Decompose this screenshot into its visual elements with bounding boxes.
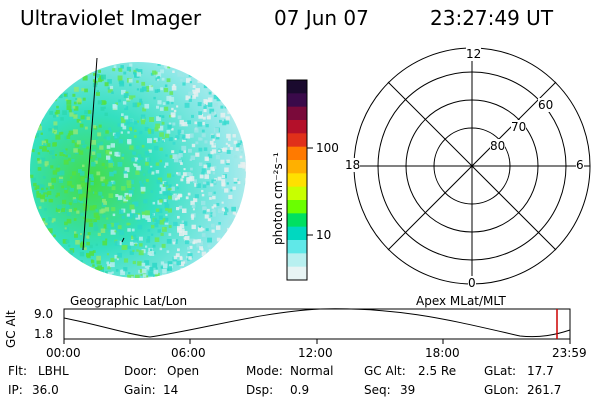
info-glat-label: GLat: bbox=[484, 364, 517, 378]
colorbar-segment bbox=[287, 253, 307, 268]
apex-label: Apex MLat/MLT bbox=[416, 294, 506, 308]
info-dsp-label: Dsp: bbox=[246, 383, 274, 397]
mlt-label-0: 0 bbox=[468, 276, 476, 290]
y-tick-label-9: 9.0 bbox=[34, 307, 54, 321]
info-mode-label: Mode: bbox=[246, 364, 283, 378]
mlt-label-6: 6 bbox=[576, 158, 584, 172]
colorbar-segment bbox=[287, 120, 307, 134]
instrument-title: Ultraviolet Imager bbox=[20, 6, 202, 30]
colorbar-segment bbox=[287, 213, 307, 228]
colorbar-segment bbox=[287, 93, 307, 108]
colorbar-segment bbox=[287, 146, 307, 161]
mlat-label-70: 70 bbox=[511, 120, 527, 134]
x-tick-label-4: 23:59 bbox=[552, 346, 587, 360]
colorbar-frame bbox=[286, 79, 308, 281]
info-door-value: Open bbox=[167, 364, 200, 378]
info-ip-value: 36.0 bbox=[32, 383, 59, 397]
timeline bbox=[63, 308, 571, 344]
x-tick-label-1: 06:00 bbox=[171, 346, 206, 360]
colorbar-tick-label-100: 100 bbox=[316, 141, 339, 155]
geographic-label: Geographic Lat/Lon bbox=[70, 294, 188, 308]
terminator-tick bbox=[121, 237, 125, 243]
info-ip-label: IP: bbox=[8, 383, 23, 397]
colorbar-segment bbox=[287, 226, 307, 241]
colorbar-segment bbox=[287, 133, 307, 148]
timeline-frame bbox=[63, 308, 571, 340]
info-dsp-value: 0.9 bbox=[290, 383, 310, 397]
gc-alt-axis-label: GC Alt bbox=[4, 310, 18, 348]
mlat-label-60: 60 bbox=[538, 98, 554, 112]
colorbar-segment bbox=[287, 160, 307, 174]
info-gain-value: 14 bbox=[163, 383, 179, 397]
info-flt-value: LBHL bbox=[38, 364, 69, 378]
mlt-line-diag-2 bbox=[387, 81, 557, 251]
info-flt-label: Flt: bbox=[8, 364, 27, 378]
mlat-label-80: 80 bbox=[490, 139, 506, 153]
info-glon-value: 261.7 bbox=[527, 383, 562, 397]
mlt-label-12: 12 bbox=[466, 47, 482, 61]
info-glon-label: GLon: bbox=[484, 383, 519, 397]
colorbar-segment bbox=[287, 80, 307, 94]
info-seq-label: Seq: bbox=[364, 383, 391, 397]
colorbar-segment bbox=[287, 186, 307, 201]
colorbar-segment bbox=[287, 106, 307, 121]
info-seq-value: 39 bbox=[400, 383, 416, 397]
polar-plot bbox=[353, 47, 591, 285]
x-tick-label-0: 00:00 bbox=[46, 346, 81, 360]
mlt-label-18: 18 bbox=[345, 158, 361, 172]
colorbar-segment bbox=[287, 240, 307, 254]
x-tick-label-3: 18:00 bbox=[425, 346, 460, 360]
colorbar-tick-label-10: 10 bbox=[316, 228, 332, 242]
geographic-image bbox=[30, 57, 246, 278]
colorbar-segment bbox=[287, 200, 307, 214]
info-door-label: Door: bbox=[124, 364, 157, 378]
colorbar-segment bbox=[287, 173, 307, 188]
info-glat-value: 17.7 bbox=[527, 364, 554, 378]
info-gcalt-label: GC Alt: bbox=[364, 364, 406, 378]
x-tick-label-2: 12:00 bbox=[298, 346, 333, 360]
colorbar-segment bbox=[287, 266, 307, 281]
y-tick-label-1-8: 1.8 bbox=[34, 327, 54, 341]
info-mode-value: Normal bbox=[290, 364, 334, 378]
time-label: 23:27:49 UT bbox=[430, 6, 554, 30]
date-label: 07 Jun 07 bbox=[274, 6, 369, 30]
terminator-line bbox=[82, 57, 98, 251]
colorbar bbox=[287, 80, 307, 281]
colorbar-unit-label: photon cm⁻²s⁻¹ bbox=[271, 152, 285, 245]
info-gain-label: Gain: bbox=[124, 383, 156, 397]
altitude-curve bbox=[63, 308, 571, 338]
info-gcalt-value: 2.5 Re bbox=[418, 364, 457, 378]
